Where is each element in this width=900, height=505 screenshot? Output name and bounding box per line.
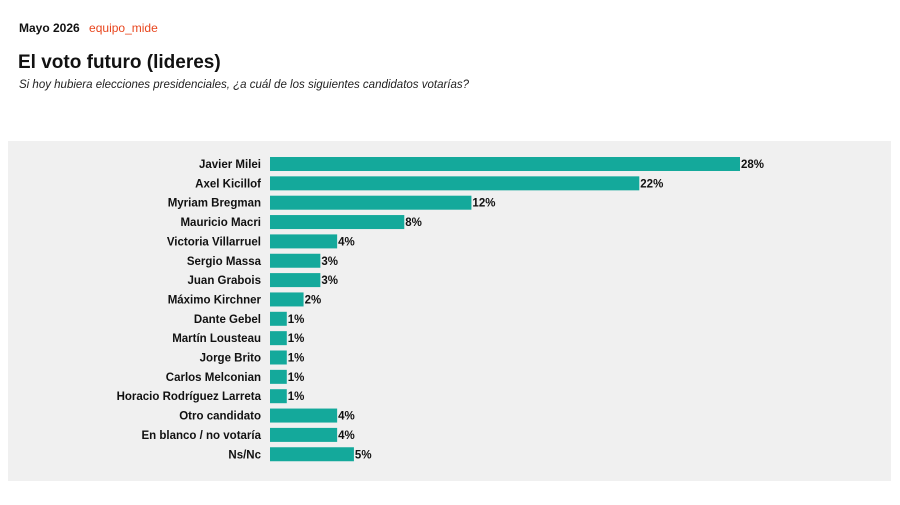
bar-chart: Javier Milei 28% Axel Kicillof 22% Myriam Br… — [117, 157, 764, 462]
bar — [270, 253, 321, 268]
category-label: Ns/Nc — [228, 449, 261, 461]
bar — [270, 234, 338, 249]
source-tag: equipo_mide — [89, 21, 158, 35]
header-line: Mayo 2026 equipo_mide — [19, 21, 158, 35]
category-label: Carlos Melconian — [166, 372, 261, 384]
value-label: 22% — [640, 178, 663, 190]
category-label: En blanco / no votaría — [142, 430, 262, 442]
bar — [270, 273, 321, 288]
category-label: Otro candidato — [179, 411, 261, 423]
bar — [270, 427, 338, 442]
value-label: 3% — [321, 275, 338, 287]
category-label: Máximo Kirchner — [168, 294, 262, 306]
bar — [270, 447, 354, 462]
chart-subtitle: Si hoy hubiera elecciones presidenciales… — [19, 79, 470, 91]
bar — [270, 331, 287, 346]
value-label: 2% — [305, 294, 322, 306]
bar — [270, 369, 287, 384]
chart-title: El voto futuro (lideres) — [18, 52, 221, 73]
category-label: Victoria Villarruel — [167, 236, 261, 248]
category-label: Juan Grabois — [188, 275, 262, 287]
category-label: Martín Lousteau — [172, 333, 261, 345]
value-label: 12% — [472, 198, 495, 210]
value-label: 1% — [288, 372, 305, 384]
chart-panel: Javier Milei 28% Axel Kicillof 22% Myriam Br… — [8, 141, 891, 481]
category-label: Horacio Rodríguez Larreta — [117, 391, 262, 403]
report-date: Mayo 2026 — [19, 21, 80, 35]
value-label: 1% — [288, 353, 305, 365]
value-label: 5% — [355, 449, 372, 461]
category-label: Myriam Bregman — [168, 198, 261, 210]
bar — [270, 350, 287, 365]
value-label: 8% — [405, 217, 422, 229]
bar — [270, 157, 740, 171]
category-label: Dante Gebel — [194, 314, 261, 326]
value-label: 4% — [338, 236, 355, 248]
bar — [270, 311, 287, 326]
bar — [270, 215, 405, 230]
category-label: Mauricio Macri — [180, 217, 261, 229]
value-label: 1% — [288, 314, 305, 326]
value-label: 4% — [338, 411, 355, 423]
value-label: 1% — [288, 391, 305, 403]
category-label: Sergio Massa — [187, 256, 262, 268]
bar — [270, 389, 287, 404]
value-label: 1% — [288, 333, 305, 345]
category-label: Axel Kicillof — [195, 178, 261, 190]
bar — [270, 292, 304, 307]
bar — [270, 176, 640, 191]
bar — [270, 195, 472, 210]
value-label: 3% — [321, 256, 338, 268]
category-label: Javier Milei — [199, 159, 261, 171]
value-label: 28% — [741, 159, 764, 171]
bar — [270, 408, 338, 423]
value-label: 4% — [338, 430, 355, 442]
category-label: Jorge Brito — [200, 353, 261, 365]
